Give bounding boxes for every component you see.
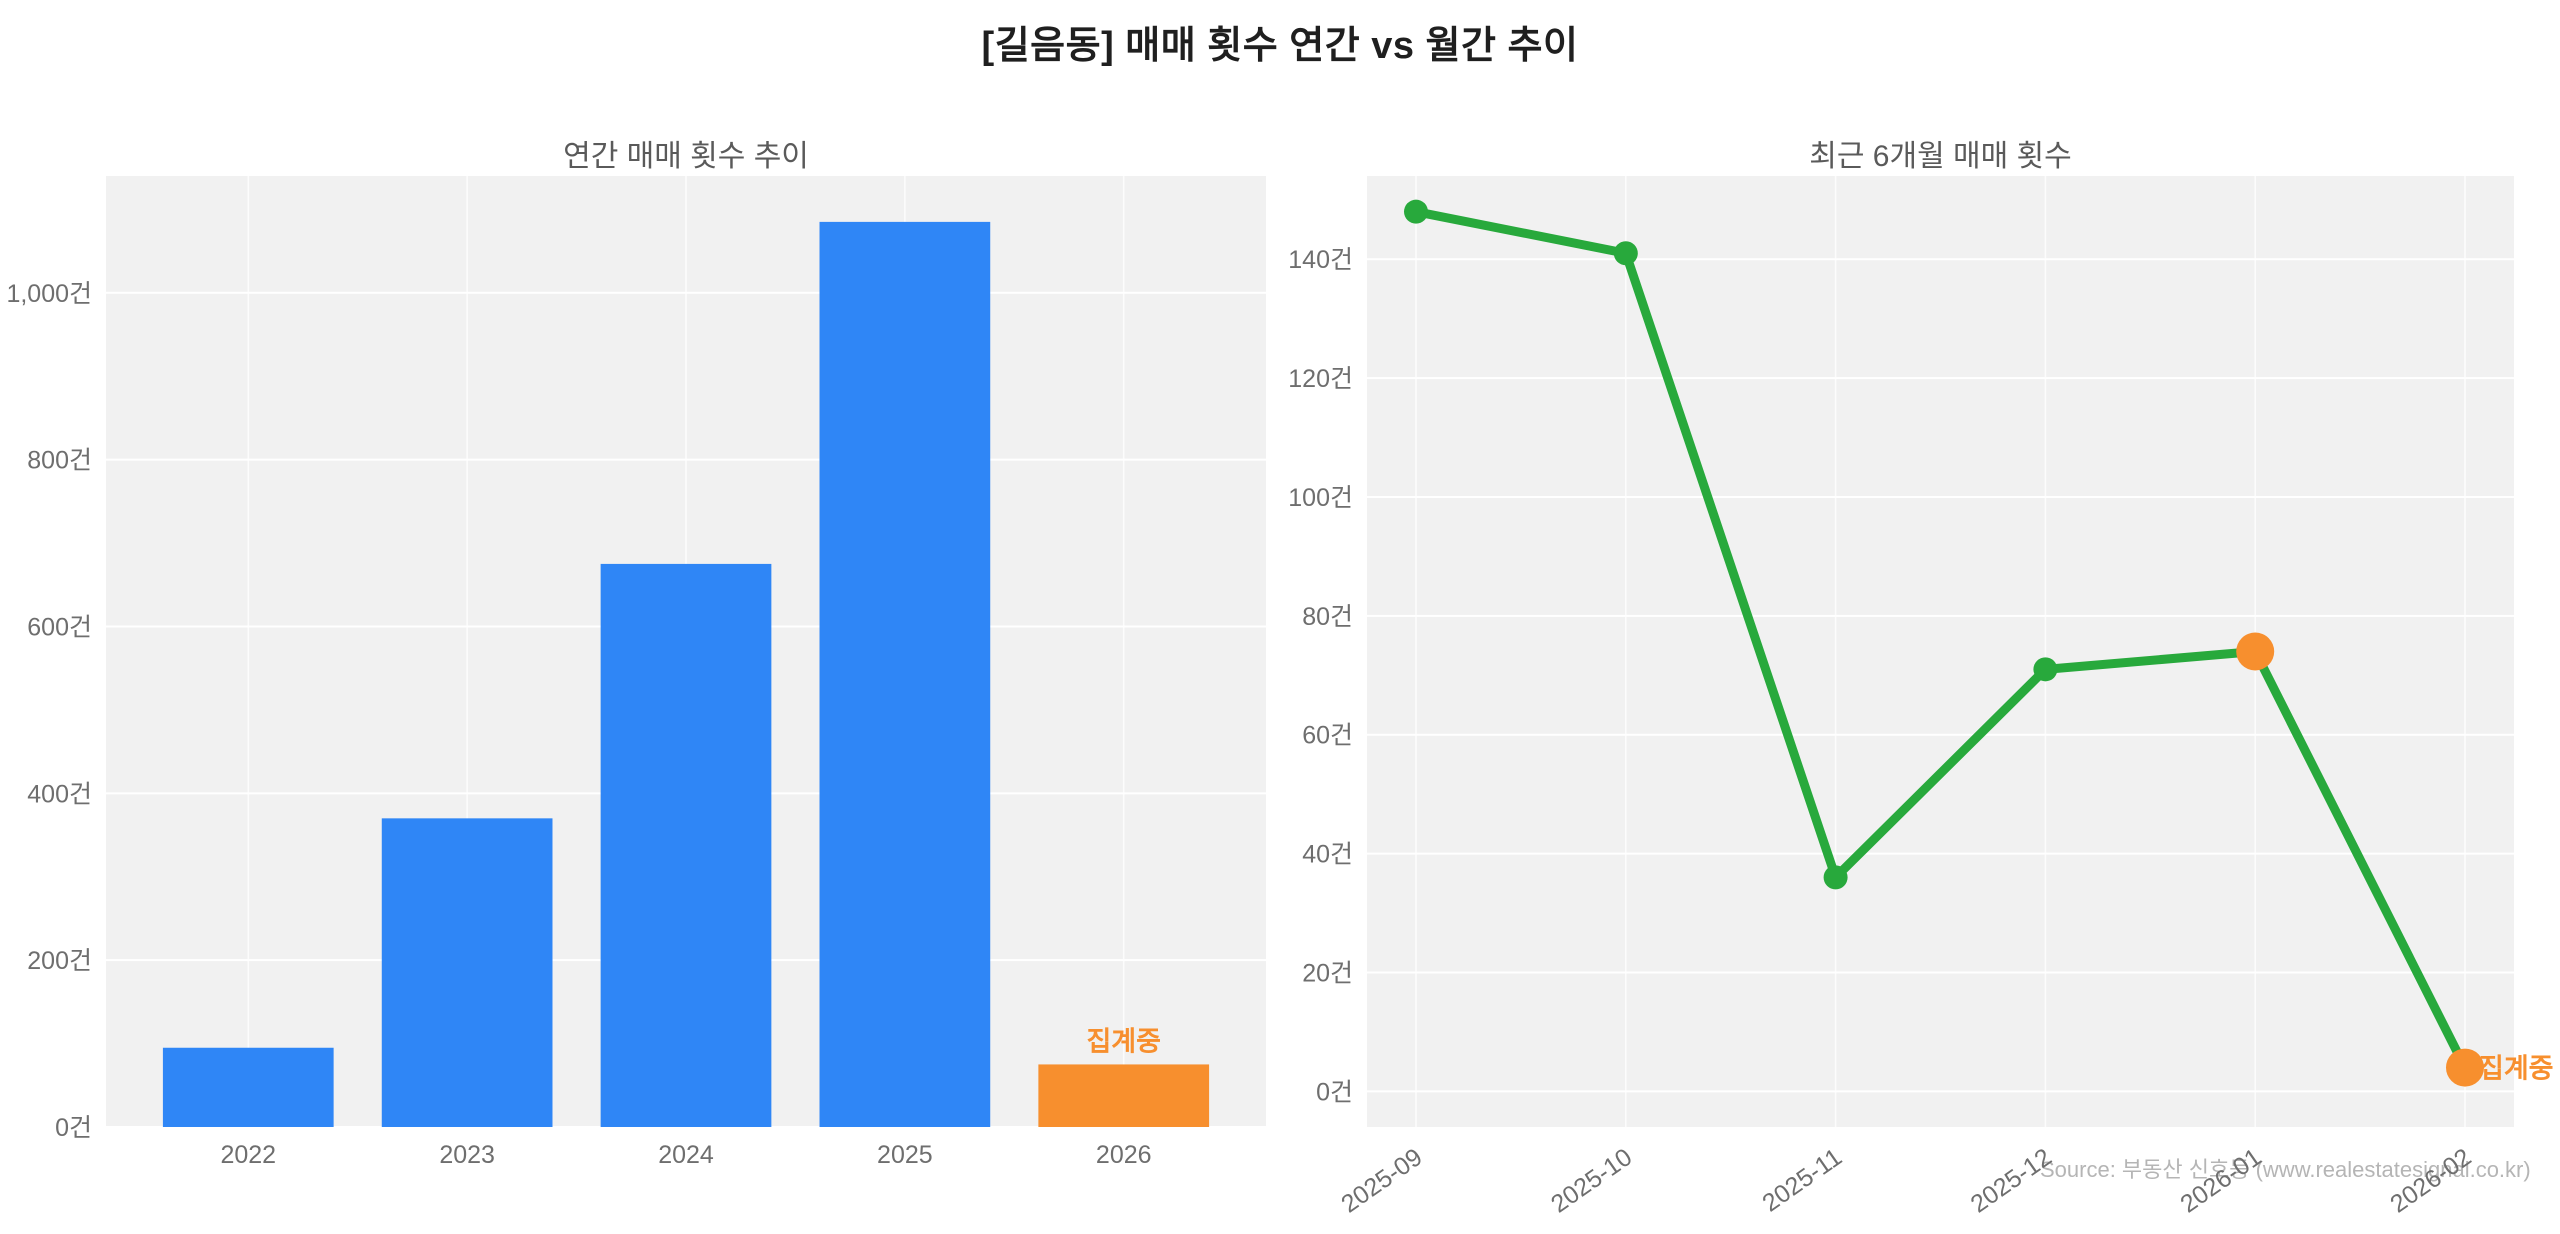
svg-text:2025-09: 2025-09 (1336, 1143, 1427, 1219)
svg-text:40건: 40건 (1302, 841, 1353, 869)
svg-text:20건: 20건 (1302, 959, 1353, 987)
bar-2022 (162, 1047, 334, 1127)
subplot-title: 연간 매매 횟수 추이 (563, 140, 809, 173)
x-axis-tick-labels: 2025-09 2025-10 2025-11 2025-12 2026-01 2026-… (1336, 1143, 2476, 1219)
in-progress-label: 집계중 (2479, 1054, 2554, 1084)
bar-2026 (1038, 1064, 1210, 1127)
gridlines (1367, 176, 2514, 1127)
subplot-title: 최근 6개월 매매 횟수 (1809, 140, 2072, 173)
svg-text:2026-02: 2026-02 (2385, 1143, 2476, 1219)
svg-text:1,000건: 1,000건 (6, 280, 92, 308)
page-title: [길음동] 매매 횟수 연간 vs 월간 추이 (981, 25, 1579, 67)
y-axis-tick-labels: 0건 20건 40건 60건 80건 100건 120건 140건 (1288, 246, 1353, 1106)
svg-text:2023: 2023 (439, 1141, 495, 1169)
bar-2023 (381, 818, 553, 1127)
svg-text:80건: 80건 (1302, 603, 1353, 631)
svg-text:400건: 400건 (27, 780, 92, 808)
svg-text:2026: 2026 (1096, 1141, 1152, 1169)
line-markers (1404, 199, 2484, 1087)
svg-text:2025: 2025 (877, 1141, 933, 1169)
svg-text:2025-11: 2025-11 (1757, 1143, 1847, 1218)
x-axis-tick-labels: 2022 2023 2024 2025 2026 (220, 1141, 1151, 1169)
svg-text:800건: 800건 (27, 447, 92, 475)
svg-text:200건: 200건 (27, 947, 92, 975)
svg-text:120건: 120건 (1288, 365, 1353, 393)
y-axis-tick-labels: 0건 200건 400건 600건 800건 1,000건 (6, 280, 92, 1142)
plot-background (1367, 176, 2514, 1127)
line-series (1411, 207, 2470, 1073)
svg-text:0건: 0건 (55, 1114, 92, 1142)
monthly-line-chart: 0건 20건 40건 60건 80건 100건 120건 140건 최근 6개월 매매 횟수 20… (1288, 140, 2554, 1219)
svg-text:140건: 140건 (1288, 246, 1353, 274)
svg-text:600건: 600건 (27, 613, 92, 641)
svg-text:0건: 0건 (1316, 1078, 1353, 1106)
marker-2025-10 (1613, 241, 1638, 266)
marker-2025-12 (2033, 657, 2058, 682)
svg-text:2026-01: 2026-01 (2175, 1143, 2266, 1219)
svg-text:100건: 100건 (1288, 484, 1353, 512)
svg-text:2024: 2024 (658, 1141, 714, 1169)
marker-2025-11 (1823, 865, 1848, 890)
bar-series (162, 221, 1210, 1127)
marker-2025-09 (1404, 199, 1428, 224)
in-progress-label: 집계중 (1086, 1026, 1161, 1056)
bar-2025 (819, 221, 991, 1127)
bar-2024 (600, 563, 772, 1127)
marker-2026-01 (2236, 632, 2275, 671)
svg-text:2022: 2022 (220, 1141, 276, 1169)
svg-text:2025-12: 2025-12 (1966, 1143, 2057, 1219)
svg-text:60건: 60건 (1302, 722, 1353, 750)
source-caption: Source: 부동산 신호등 (www.realestatesignal.co… (2040, 1157, 2531, 1182)
marker-2026-02 (2446, 1048, 2484, 1087)
svg-text:2025-10: 2025-10 (1546, 1143, 1637, 1219)
